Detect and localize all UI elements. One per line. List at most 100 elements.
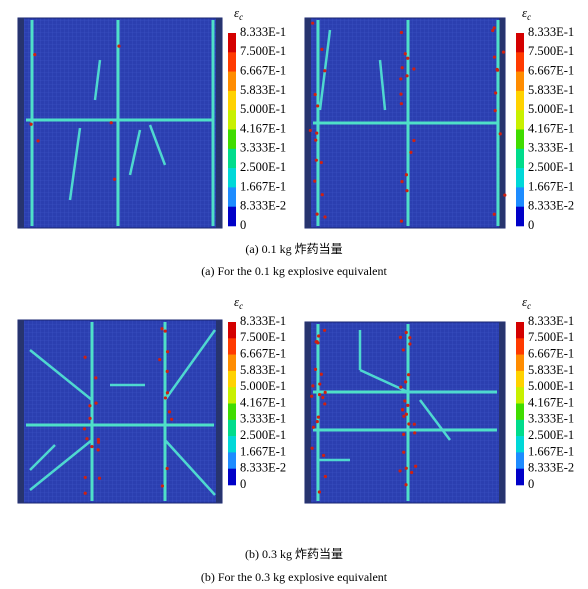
edge-strip <box>305 18 311 228</box>
colorbar-label: 1.667E-1 <box>240 179 286 193</box>
damage-point <box>308 128 312 133</box>
colorbar-label: 2.500E-1 <box>240 428 286 442</box>
damage-point <box>404 412 409 416</box>
edge-strip <box>216 320 222 503</box>
damage-point <box>96 437 100 442</box>
edge-strip <box>18 320 24 503</box>
colorbar-label: 5.000E-1 <box>528 102 574 116</box>
colorbar-label: 0 <box>240 218 246 232</box>
colorbar-subscript: c <box>527 12 531 22</box>
damage-point <box>400 180 404 184</box>
colorbar-label: 8.333E-1 <box>528 314 574 328</box>
damage-point <box>320 47 324 51</box>
damage-point <box>311 21 315 25</box>
colorbar-label: 8.333E-2 <box>528 461 574 475</box>
colorbar-label: 4.167E-1 <box>528 121 574 135</box>
colorbar-label: 3.333E-1 <box>528 412 574 426</box>
colorbar-label: 5.833E-1 <box>240 83 286 97</box>
colorbar-band <box>516 187 524 207</box>
colorbar-label: 0 <box>528 477 534 491</box>
edge-strip <box>305 322 311 503</box>
colorbar-band <box>516 338 524 355</box>
damage-point <box>317 334 321 338</box>
damage-point <box>313 179 317 183</box>
damage-point <box>323 474 327 479</box>
damage-point <box>323 215 327 219</box>
damage-point <box>316 341 320 345</box>
damage-point <box>83 491 87 495</box>
damage-point <box>319 160 323 165</box>
colorbar-band <box>516 403 524 421</box>
colorbar-label: 8.333E-2 <box>528 199 574 213</box>
crack-line <box>29 439 93 491</box>
colorbar-label: 5.000E-1 <box>240 379 286 393</box>
damage-point <box>310 394 314 398</box>
damage-point <box>403 399 407 403</box>
damage-point <box>404 380 408 384</box>
colorbar-subscript: c <box>239 12 243 22</box>
colorbar-band <box>516 129 524 150</box>
damage-point <box>402 414 406 418</box>
colorbar-label: 7.500E-1 <box>528 330 574 344</box>
crack-line <box>29 349 93 401</box>
damage-point <box>400 66 404 70</box>
damage-point <box>405 189 409 193</box>
colorbar-band <box>228 129 236 150</box>
colorbar-label: 3.333E-1 <box>240 141 286 155</box>
damage-point <box>94 376 98 380</box>
damage-point <box>316 415 321 419</box>
simulation-image <box>17 17 223 229</box>
damage-point <box>320 193 324 197</box>
damage-point <box>399 92 403 96</box>
damage-point <box>167 410 172 414</box>
damage-point <box>82 427 87 431</box>
colorbar-band <box>516 206 524 227</box>
crack-line <box>378 59 387 111</box>
damage-point <box>409 150 413 154</box>
edge-strip <box>499 322 505 503</box>
colorbar-band <box>228 403 236 421</box>
damage-point <box>315 420 319 424</box>
damage-point <box>399 30 404 35</box>
damage-point <box>160 327 164 331</box>
colorbar-label: 6.667E-1 <box>528 346 574 360</box>
colorbar-band <box>516 90 524 111</box>
colorbar-label: 1.667E-1 <box>528 444 574 458</box>
damage-point <box>492 26 496 30</box>
damage-point <box>321 395 325 400</box>
crack-line <box>163 329 217 401</box>
damage-point <box>404 466 408 470</box>
damage-point <box>158 358 162 362</box>
damage-point <box>406 403 410 408</box>
damage-point <box>406 373 411 377</box>
damage-point <box>400 407 405 412</box>
colorbar-band <box>228 52 236 72</box>
damage-point <box>165 391 170 395</box>
damage-point <box>407 422 411 426</box>
damage-point <box>398 469 402 473</box>
damage-point <box>492 55 497 59</box>
damage-point <box>412 422 416 426</box>
colorbar-label: 2.500E-1 <box>528 428 574 442</box>
damage-point <box>317 393 322 397</box>
damage-point <box>90 444 94 449</box>
damage-point <box>402 450 406 454</box>
damage-point <box>315 131 319 135</box>
edge-strip <box>499 18 505 228</box>
damage-point <box>403 52 407 56</box>
colorbar-band <box>516 436 524 453</box>
damage-point <box>170 417 174 421</box>
damage-point <box>94 401 98 405</box>
crack-line <box>93 59 102 101</box>
colorbar-band <box>516 33 524 53</box>
damage-point <box>494 91 498 95</box>
damage-point <box>493 109 497 113</box>
damage-point <box>29 122 33 126</box>
colorbar-label: 6.667E-1 <box>240 63 286 77</box>
damage-point <box>498 132 502 136</box>
damage-point <box>323 69 327 73</box>
damage-point <box>401 348 405 352</box>
crack-line <box>29 444 56 471</box>
colorbar-label: 3.333E-1 <box>240 412 286 426</box>
